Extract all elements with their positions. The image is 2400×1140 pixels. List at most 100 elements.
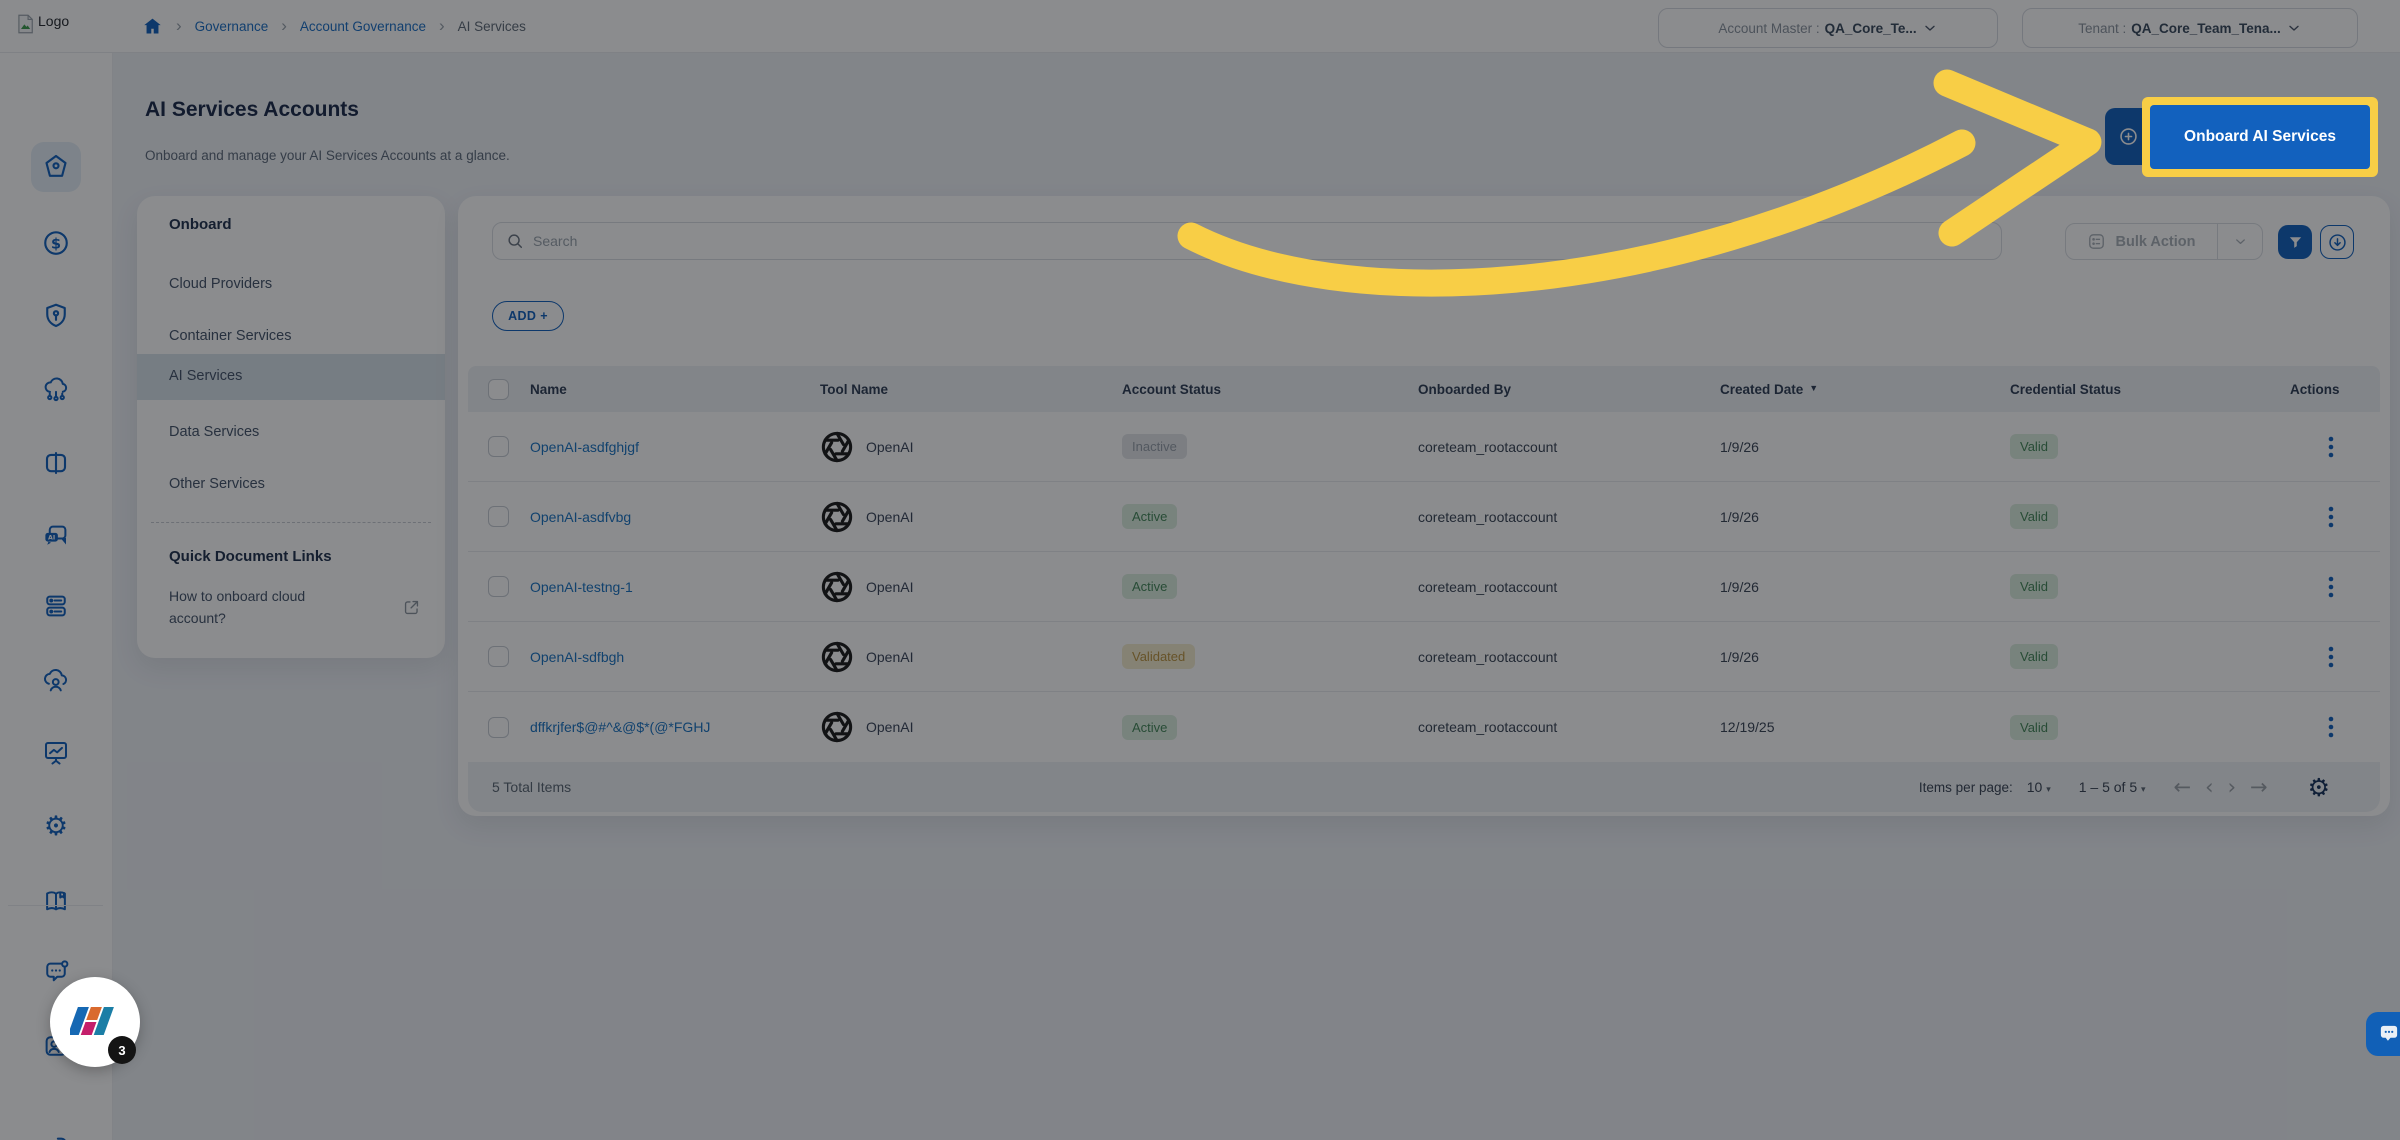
- search-input[interactable]: [533, 233, 1933, 249]
- funnel-icon: [2289, 236, 2301, 248]
- breadcrumb-separator-icon: ›: [438, 16, 445, 35]
- chat-support-button[interactable]: [2366, 1012, 2400, 1056]
- sidebar-cloud-network-icon[interactable]: [41, 375, 71, 405]
- row-checkbox[interactable]: [488, 436, 509, 457]
- sidebar-cloud-user-icon[interactable]: [41, 666, 71, 696]
- sidebar-settings-icon[interactable]: ⚙: [41, 811, 71, 841]
- add-button[interactable]: ADD +: [492, 301, 564, 331]
- items-per-page-select[interactable]: 10 ▾: [2026, 779, 2051, 795]
- panel-heading: Onboard: [169, 216, 232, 233]
- next-page-button[interactable]: ›: [2227, 774, 2236, 799]
- account-status-badge: Active: [1122, 714, 1178, 740]
- account-name-link[interactable]: dffkrjfer$@#^&@$*(@*FGHJ: [530, 719, 711, 735]
- row-actions-menu[interactable]: [2328, 505, 2334, 529]
- row-checkbox[interactable]: [488, 506, 509, 527]
- breadcrumb-account-governance[interactable]: Account Governance: [299, 19, 426, 34]
- select-arrow-icon: ▾: [2046, 784, 2051, 794]
- row-checkbox[interactable]: [488, 716, 509, 738]
- created-date-text: 12/19/25: [1720, 719, 1775, 735]
- sidebar-docs-icon[interactable]: [41, 886, 71, 916]
- pagination-controls: Items per page: 10 ▾ 1 – 5 of 5 ▾ ← ‹ › …: [1919, 775, 2380, 800]
- home-icon[interactable]: [142, 16, 163, 37]
- filter-button[interactable]: [2278, 225, 2312, 259]
- account-name-link[interactable]: OpenAI-asdfghjgf: [530, 438, 639, 455]
- onboarded-by-text: coreteam_rootaccount: [1418, 648, 1558, 665]
- account-status-badge: Inactive: [1122, 434, 1187, 459]
- plus-circle-icon: [2120, 128, 2137, 145]
- onboarded-by-text: coreteam_rootaccount: [1418, 719, 1558, 735]
- table-header-row: Name Tool Name Account Status Onboarded …: [468, 366, 2380, 412]
- sidebar-ai-assistant-icon[interactable]: AI: [41, 521, 71, 551]
- panel-item-cloud-providers[interactable]: Cloud Providers: [169, 276, 273, 292]
- col-credential-status: Credential Status: [2010, 381, 2122, 397]
- row-actions-menu[interactable]: [2328, 715, 2334, 739]
- chevron-down-icon: [1924, 25, 1935, 31]
- sidebar-logout-icon[interactable]: [41, 1133, 71, 1140]
- last-page-button[interactable]: →: [2249, 774, 2268, 799]
- previous-page-button[interactable]: ‹: [2205, 774, 2214, 799]
- row-actions-menu[interactable]: [2328, 645, 2334, 669]
- bulk-action-label: Bulk Action: [2115, 233, 2196, 250]
- tool-name-text: OpenAI: [866, 719, 914, 735]
- search-bar: [492, 222, 2002, 260]
- sidebar-billing-icon[interactable]: $: [41, 228, 71, 258]
- col-tool-name: Tool Name: [820, 381, 889, 397]
- logo-text: Logo: [38, 13, 70, 29]
- panel-item-data-services[interactable]: Data Services: [169, 424, 260, 440]
- credential-status-badge: Valid: [2010, 504, 2058, 529]
- table-row: OpenAI-testng-1 OpenAI Active coreteam_root…: [468, 552, 2380, 622]
- row-actions-menu[interactable]: [2328, 575, 2334, 599]
- account-master-dropdown[interactable]: Account Master : QA_Core_Te...: [1658, 8, 1998, 48]
- onboarded-by-text: coreteam_rootaccount: [1418, 438, 1558, 455]
- credential-status-badge: Valid: [2010, 714, 2058, 740]
- created-date-text: 1/9/26: [1720, 578, 1759, 595]
- panel-item-other-services[interactable]: Other Services: [169, 476, 265, 492]
- panel-item-ai-services[interactable]: AI Services: [169, 368, 243, 384]
- doc-link-onboard-cloud-account[interactable]: How to onboard cloud account?: [169, 588, 306, 626]
- svg-text:AI: AI: [48, 534, 55, 541]
- sidebar-servers-icon[interactable]: [41, 591, 71, 621]
- external-link-icon[interactable]: [402, 598, 421, 622]
- account-name-link[interactable]: OpenAI-testng-1: [530, 578, 633, 595]
- credential-status-badge: Valid: [2010, 644, 2058, 669]
- breadcrumb: › Governance › Account Governance › AI S…: [142, 0, 526, 53]
- gear-icon: ⚙: [43, 810, 69, 842]
- created-date-text: 1/9/26: [1720, 648, 1759, 665]
- tool-name-text: OpenAI: [866, 648, 914, 665]
- sidebar-home-icon[interactable]: [31, 142, 81, 192]
- openai-logo-icon: [820, 570, 854, 604]
- panel-item-container-services[interactable]: Container Services: [169, 328, 292, 344]
- first-page-button[interactable]: ←: [2173, 774, 2192, 799]
- created-date-text: 1/9/26: [1720, 508, 1759, 525]
- sidebar-reports-icon[interactable]: [41, 738, 71, 768]
- table-settings-gear-icon[interactable]: ⚙: [2307, 772, 2330, 802]
- download-button[interactable]: [2320, 225, 2354, 259]
- row-checkbox[interactable]: [488, 576, 509, 597]
- chevron-down-icon: [2289, 25, 2299, 31]
- bulk-action-button[interactable]: Bulk Action: [2065, 223, 2263, 260]
- sidebar-feedback-icon[interactable]: [41, 958, 71, 988]
- sidebar-governance-icon[interactable]: [41, 301, 71, 331]
- select-all-checkbox[interactable]: [488, 378, 509, 400]
- row-checkbox[interactable]: [488, 646, 509, 667]
- account-name-link[interactable]: OpenAI-asdfvbg: [530, 508, 632, 525]
- sidebar-catalog-icon[interactable]: [41, 448, 71, 478]
- account-name-link[interactable]: OpenAI-sdfbgh: [530, 648, 625, 665]
- breadcrumb-governance[interactable]: Governance: [194, 19, 269, 34]
- quick-links-heading: Quick Document Links: [169, 548, 332, 565]
- items-per-page-label: Items per page:: [1918, 779, 2013, 795]
- tutorial-highlight-box: Onboard AI Services: [2142, 97, 2378, 177]
- tenant-value: QA_Core_Team_Tena...: [2131, 20, 2281, 36]
- recorder-logo-icon: [70, 1007, 114, 1035]
- tenant-dropdown[interactable]: Tenant : QA_Core_Team_Tena...: [2022, 8, 2358, 48]
- openai-logo-icon: [820, 710, 854, 744]
- onboard-ai-services-button[interactable]: Onboard AI Services: [2150, 105, 2370, 169]
- breadcrumb-current: AI Services: [457, 19, 526, 34]
- col-created-date[interactable]: Created Date ▼: [1720, 381, 1819, 397]
- selected-item-highlight: [137, 354, 445, 400]
- breadcrumb-separator-icon: ›: [176, 16, 182, 35]
- row-actions-menu[interactable]: [2328, 435, 2334, 459]
- page-range-select[interactable]: 1 – 5 of 5 ▾: [2078, 779, 2146, 795]
- col-name: Name: [530, 381, 567, 397]
- bulk-action-chevron[interactable]: [2218, 234, 2262, 249]
